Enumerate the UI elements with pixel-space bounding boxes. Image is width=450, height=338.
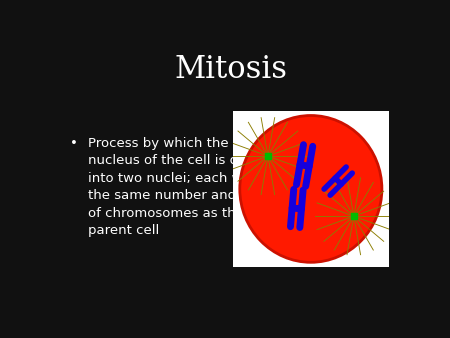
Text: Process by which the
nucleus of the cell is divided
into two nuclei; each with
t: Process by which the nucleus of the cell… — [88, 137, 279, 237]
Text: Mitosis: Mitosis — [174, 54, 287, 84]
Text: •: • — [70, 137, 78, 150]
